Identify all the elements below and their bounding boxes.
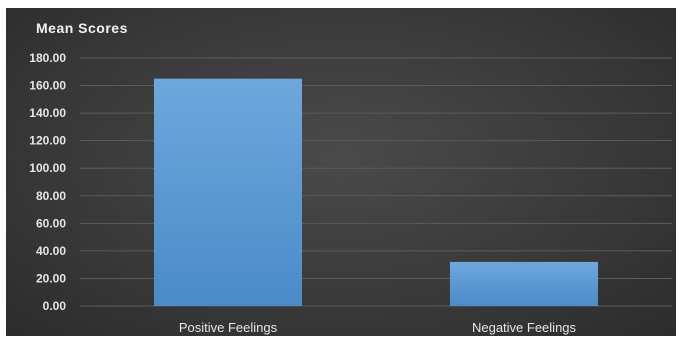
y-tick-label: 160.00 (29, 79, 66, 93)
y-tick-label: 20.00 (36, 271, 66, 285)
y-tick-label: 0.00 (43, 299, 67, 313)
y-tick-label: 40.00 (36, 244, 66, 258)
x-axis-categories: Positive Feelings Negative Feelings (179, 320, 577, 335)
y-tick-label: 100.00 (29, 161, 66, 175)
y-tick-label: 80.00 (36, 189, 66, 203)
x-category-label: Positive Feelings (179, 320, 278, 335)
chart-title: Mean Scores (36, 20, 128, 36)
y-tick-label: 180.00 (29, 51, 66, 65)
bar-positive-feelings (154, 78, 302, 307)
bars (154, 78, 598, 307)
y-tick-label: 60.00 (36, 216, 66, 230)
bar-negative-feelings (450, 261, 598, 306)
y-tick-label: 140.00 (29, 106, 66, 120)
y-axis-ticks: 0.00 20.00 40.00 60.00 80.00 100.00 120.00 140.… (29, 51, 66, 313)
x-category-label: Negative Feelings (472, 320, 577, 335)
y-tick-label: 120.00 (29, 134, 66, 148)
